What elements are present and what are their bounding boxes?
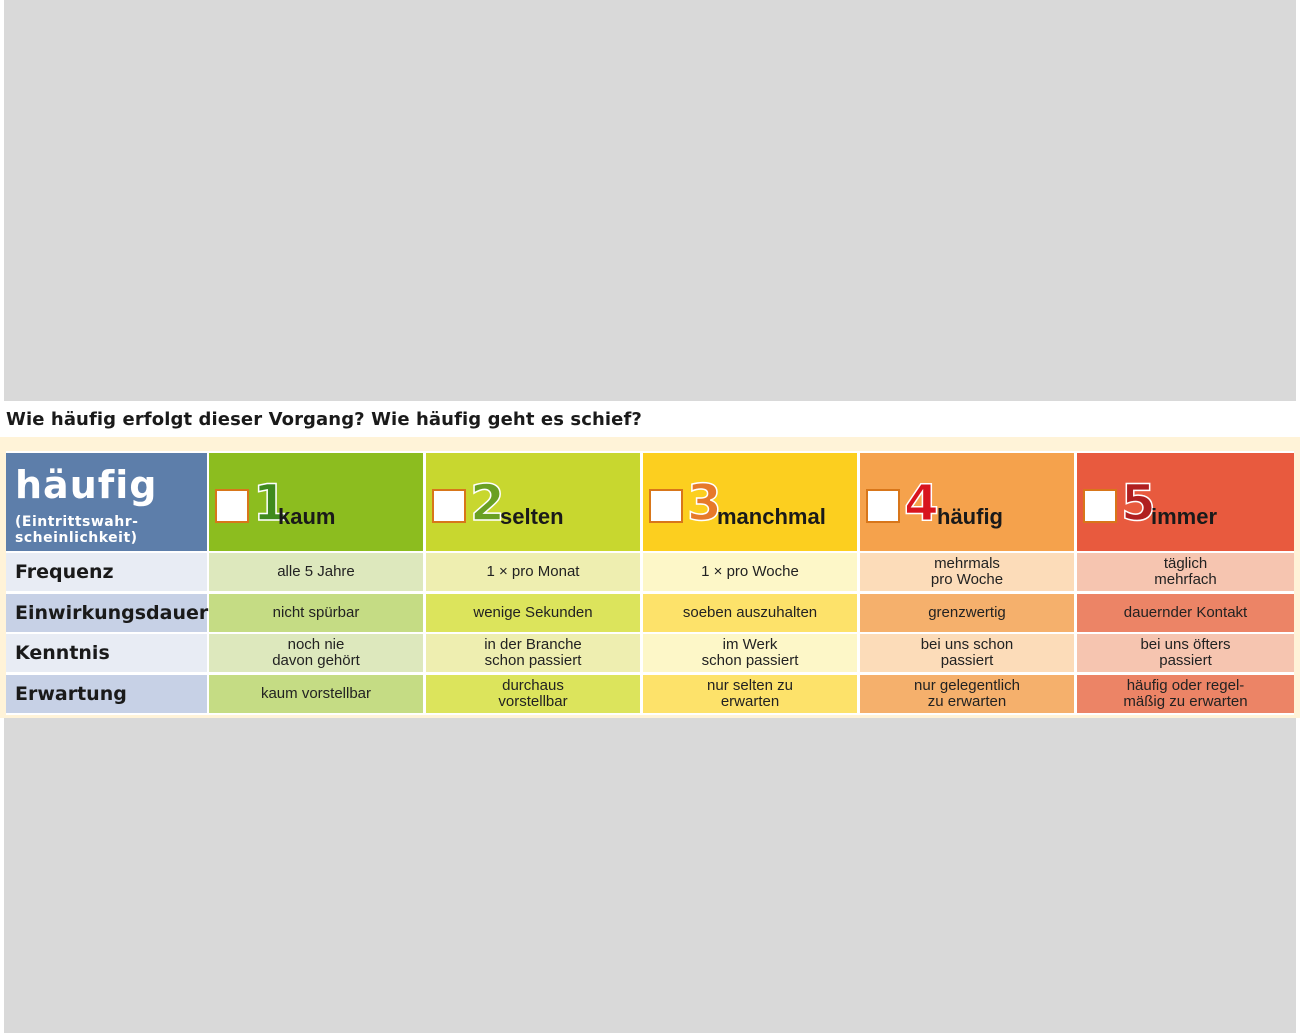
level-word-4: häufig bbox=[937, 504, 1003, 529]
table-cell-r1-c1: alle 5 Jahre bbox=[209, 553, 423, 591]
table-cell-r4-c1: kaum vorstellbar bbox=[209, 675, 423, 713]
table-cell-r3-c4: bei uns schon passiert bbox=[860, 634, 1074, 672]
row-label-1: Frequenz bbox=[6, 553, 207, 591]
table-cell-r1-c2: 1 × pro Monat bbox=[426, 553, 640, 591]
level-word-5: immer bbox=[1151, 504, 1218, 529]
level-checkbox-2[interactable] bbox=[432, 489, 466, 523]
level-checkbox-3[interactable] bbox=[649, 489, 683, 523]
table-cell-r4-c2: durchaus vorstellbar bbox=[426, 675, 640, 713]
row-label-3: Kenntnis bbox=[6, 634, 207, 672]
table-title: häufig bbox=[15, 463, 158, 507]
level-number-2: 2 bbox=[469, 473, 505, 533]
level-header-3: 3 manchmal bbox=[643, 453, 857, 551]
table-cell-r3-c2: in der Branche schon passiert bbox=[426, 634, 640, 672]
image-placeholder-bottom bbox=[4, 718, 1296, 1033]
question-heading: Wie häufig erfolgt dieser Vorgang? Wie h… bbox=[6, 409, 642, 430]
level-word-3: manchmal bbox=[717, 504, 826, 529]
level-header-2: 2 selten bbox=[426, 453, 640, 551]
table-cell-r1-c5: täglich mehrfach bbox=[1077, 553, 1294, 591]
level-number-1: 1 bbox=[252, 473, 288, 533]
table-cell-r3-c1: noch nie davon gehört bbox=[209, 634, 423, 672]
level-number-5: 5 bbox=[1120, 473, 1156, 533]
level-header-1: 1 kaum bbox=[209, 453, 423, 551]
level-checkbox-1[interactable] bbox=[215, 489, 249, 523]
level-header-4: 4 häufig bbox=[860, 453, 1074, 551]
level-word-1: kaum bbox=[278, 504, 336, 529]
table-subtitle: (Eintrittswahr- scheinlichkeit) bbox=[15, 514, 139, 546]
level-word-2: selten bbox=[500, 504, 564, 529]
level-checkbox-5[interactable] bbox=[1083, 489, 1117, 523]
level-number-4: 4 bbox=[903, 473, 939, 533]
table-cell-r4-c5: häufig oder regel- mäßig zu erwarten bbox=[1077, 675, 1294, 713]
table-cell-r4-c3: nur selten zu erwarten bbox=[643, 675, 857, 713]
table-cell-r3-c3: im Werk schon passiert bbox=[643, 634, 857, 672]
table-cell-r1-c4: mehrmals pro Woche bbox=[860, 553, 1074, 591]
table-title-cell: häufig (Eintrittswahr- scheinlichkeit) bbox=[6, 453, 207, 551]
table-cell-r2-c5: dauernder Kontakt bbox=[1077, 594, 1294, 632]
level-number-3: 3 bbox=[686, 473, 722, 533]
level-header-5: 5 immer bbox=[1077, 453, 1294, 551]
table-cell-r1-c3: 1 × pro Woche bbox=[643, 553, 857, 591]
row-label-2: Einwirkungsdauer bbox=[6, 594, 208, 632]
image-placeholder-top bbox=[4, 0, 1296, 401]
row-label-4: Erwartung bbox=[6, 675, 207, 713]
table-cell-r3-c5: bei uns öfters passiert bbox=[1077, 634, 1294, 672]
table-cell-r2-c2: wenige Sekunden bbox=[426, 594, 640, 632]
frequency-table: häufig (Eintrittswahr- scheinlichkeit) 1… bbox=[6, 451, 1294, 715]
table-cell-r2-c1: nicht spürbar bbox=[209, 594, 423, 632]
table-cell-r4-c4: nur gelegentlich zu erwarten bbox=[860, 675, 1074, 713]
table-cell-r2-c4: grenzwertig bbox=[860, 594, 1074, 632]
table-cell-r2-c3: soeben auszuhalten bbox=[643, 594, 857, 632]
level-checkbox-4[interactable] bbox=[866, 489, 900, 523]
